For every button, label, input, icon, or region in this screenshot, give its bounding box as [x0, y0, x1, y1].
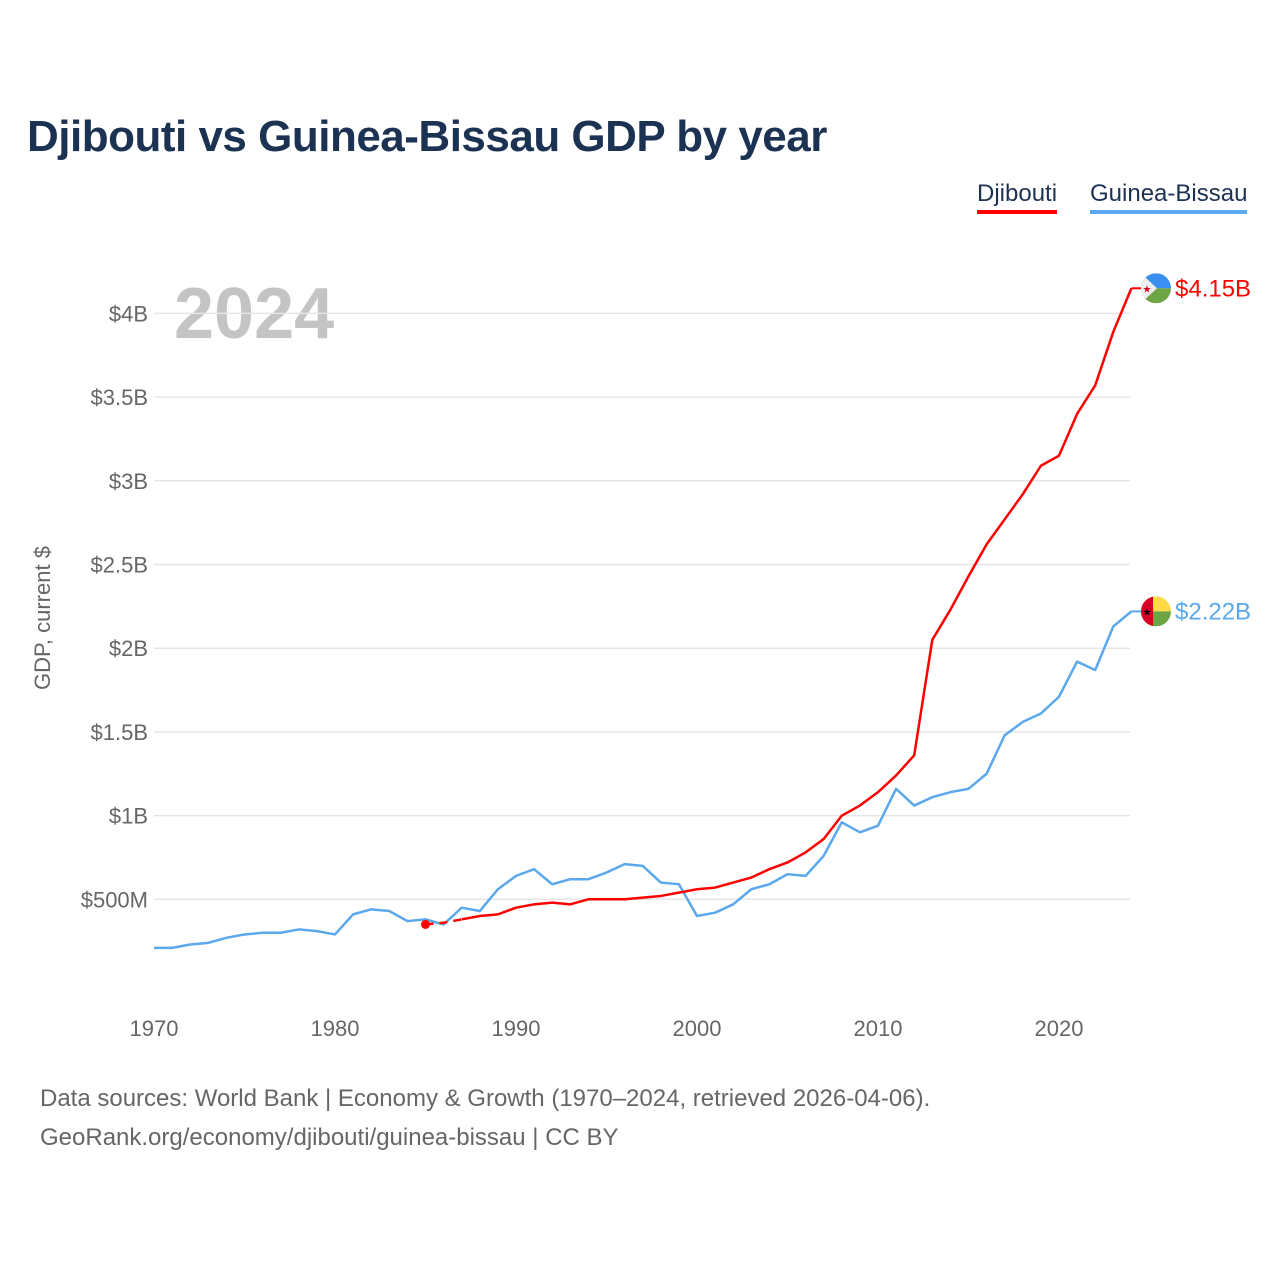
chart-title: Djibouti vs Guinea-Bissau GDP by year [27, 112, 827, 161]
series-start-point-djibouti [421, 919, 430, 929]
end-label-djibouti: $4.15B [1175, 275, 1251, 302]
series-line-djibouti [461, 287, 1133, 921]
y-tick-label: $2B [109, 636, 148, 661]
svg-text:★: ★ [1143, 607, 1152, 618]
legend-djibouti[interactable]: Djibouti [977, 180, 1058, 214]
y-tick-label: $1.5B [91, 720, 149, 745]
series-line-djibouti-dashed [425, 918, 462, 926]
x-tick-label: 2010 [854, 1016, 903, 1041]
x-tick-label: 1990 [492, 1016, 541, 1041]
x-tick-label: 1970 [130, 1016, 179, 1041]
y-tick-label: $3.5B [91, 385, 149, 410]
y-tick-label: $4B [109, 301, 148, 326]
x-tick-label: 2000 [673, 1016, 722, 1041]
y-tick-label: $1B [109, 804, 148, 829]
x-tick-label: 1980 [311, 1016, 360, 1041]
footer-link[interactable]: GeoRank.org/economy/djibouti/guinea-biss… [40, 1124, 619, 1151]
svg-text:★: ★ [1143, 284, 1152, 295]
y-tick-label: $500M [81, 887, 148, 912]
y-tick-label: $3B [109, 469, 148, 494]
end-label-guinea-bissau: $2.22B [1175, 598, 1251, 625]
footer-sources: Data sources: World Bank | Economy & Gro… [40, 1085, 931, 1112]
y-axis-label: GDP, current $ [30, 546, 55, 690]
x-tick-label: 2020 [1035, 1016, 1084, 1041]
series-line-guinea-bissau [154, 610, 1133, 950]
legend-guinea-bissau[interactable]: Guinea-Bissau [1090, 180, 1248, 214]
djibouti-flag-icon: ★ [1141, 273, 1171, 304]
guinea-bissau-flag-icon: ★ [1141, 596, 1171, 627]
y-tick-label: $2.5B [91, 553, 149, 578]
